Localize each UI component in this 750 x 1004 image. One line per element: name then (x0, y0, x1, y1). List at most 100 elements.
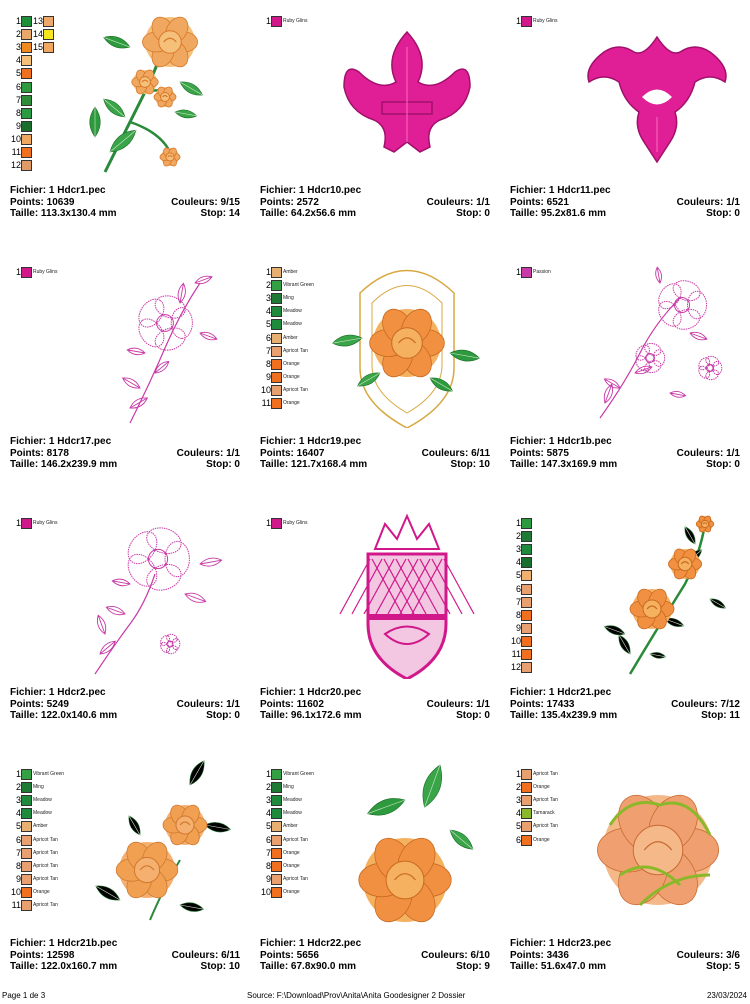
swatch-thread-name: Apricot Tan (33, 875, 58, 882)
color-count: Couleurs: 6/11 (421, 447, 490, 459)
color-count: Couleurs: 1/1 (676, 196, 740, 208)
swatch-color (21, 821, 32, 833)
swatch-index: 6 (15, 834, 21, 845)
swatch-index: 9 (265, 371, 271, 382)
file-name: Fichier: 1 Hdcr1.pec (10, 185, 106, 196)
swatch-color (271, 808, 282, 820)
swatch-thread-name: Ruby Glins (283, 520, 308, 526)
swatch-color (271, 345, 282, 357)
swatch-color (271, 332, 282, 344)
swatch-index: 11 (261, 398, 271, 408)
swatch-color (21, 873, 32, 885)
swatch-color (271, 371, 282, 383)
swatch-thread-name: Amber (33, 823, 48, 830)
swatch-color (271, 782, 282, 794)
stitch-points: Points: 5249 (10, 698, 69, 710)
design-card: 1 Ruby Glins Fichier: 1 Hdcr11.pec Points: … (500, 0, 750, 251)
file-name: Fichier: 1 Hdcr21b.pec (10, 938, 118, 949)
swatch-index: 5 (265, 821, 271, 832)
swatch-index: 10 (511, 635, 522, 646)
swatch-color (21, 808, 32, 820)
swatch-thread-name: Ruby Glins (33, 520, 58, 526)
swatch-thread-name: Ming (283, 784, 294, 791)
design-card: 1 Ruby Glins Fichier: 1 Hdcr20.pec Points: … (250, 502, 500, 753)
file-name: Fichier: 1 Hdcr21.pec (510, 687, 612, 698)
page-number: Page 1 de 3 (2, 991, 46, 1000)
swatch-index: 6 (15, 81, 21, 92)
swatch-color (521, 267, 532, 278)
swatch-thread-name: Ruby Glins (283, 18, 308, 24)
swatch-index: 10 (261, 384, 272, 395)
swatch-color (521, 544, 532, 556)
swatch-color (271, 886, 282, 898)
swatch-color (521, 583, 532, 595)
swatch-color (21, 42, 32, 54)
embroidery-preview (94, 527, 223, 675)
design-card: 1 Amber 2 Vibrant Green 3 Ming 4 Meadow 5 Meadow 6… (250, 251, 500, 502)
swatch-color (21, 68, 32, 80)
design-size: Taille: 135.4x239.9 mm (510, 710, 618, 721)
design-card: 1 Ruby Glins Fichier: 1 Hdcr10.pec Points: … (250, 0, 500, 251)
swatch-index: 1 (515, 518, 521, 528)
swatch-index: 4 (515, 557, 521, 568)
swatch-color (521, 649, 532, 660)
stop-count: Stop: 0 (706, 459, 740, 470)
swatch-color (271, 306, 282, 318)
swatch-index: 7 (265, 345, 271, 356)
swatch-index: 6 (265, 332, 271, 343)
swatch-index: 6 (265, 834, 271, 845)
embroidery-preview (121, 275, 218, 424)
swatch-thread-name: Vibrant Green (33, 771, 65, 777)
swatch-index: 10 (11, 133, 22, 144)
swatch-color (521, 557, 532, 569)
stop-count: Stop: 0 (206, 459, 240, 470)
stitch-points: Points: 5875 (510, 447, 569, 459)
swatch-index: 2 (515, 531, 521, 542)
swatch-index: 11 (511, 649, 521, 659)
swatch-color (21, 29, 32, 41)
embroidery-preview (358, 764, 474, 923)
design-size: Taille: 67.8x90.0 mm (260, 961, 356, 972)
swatch-index: 6 (515, 583, 521, 594)
embroidery-preview (599, 266, 723, 419)
swatch-index: 1 (15, 769, 21, 779)
swatch-thread-name: Meadow (283, 308, 302, 315)
color-count: Couleurs: 3/6 (676, 949, 740, 961)
stop-count: Stop: 10 (450, 459, 490, 470)
swatch-index: 8 (515, 609, 521, 620)
swatch-color (521, 596, 532, 608)
swatch-color (271, 319, 282, 331)
swatch-thread-name: Apricot Tan (283, 386, 308, 393)
swatch-index: 3 (515, 795, 521, 806)
swatch-index: 2 (15, 29, 21, 40)
swatch-thread-name: Amber (283, 823, 298, 830)
swatch-color (521, 834, 532, 846)
swatch-index: 1 (265, 16, 271, 26)
swatch-thread-name: Orange (533, 784, 550, 791)
swatch-color (271, 795, 282, 807)
swatch-index: 4 (515, 808, 521, 819)
design-card: 1 Ruby Glins Fichier: 1 Hdcr17.pec Points: … (0, 251, 250, 502)
swatch-thread-name: Orange (283, 888, 300, 895)
source-path: Source: F:\Download\Prov\Anita\Anita Goo… (247, 991, 466, 1000)
color-count: Couleurs: 7/12 (671, 698, 740, 710)
swatch-index: 9 (515, 622, 521, 633)
stitch-points: Points: 6521 (510, 196, 569, 208)
swatch-index: 2 (265, 280, 271, 291)
swatch-thread-name: Vibrant Green (283, 282, 315, 289)
swatch-index: 7 (265, 847, 271, 858)
swatch-thread-name: Vibrant Green (283, 771, 315, 777)
swatch-index: 7 (15, 847, 21, 858)
design-size: Taille: 64.2x56.6 mm (260, 208, 356, 219)
swatch-color (271, 384, 282, 396)
design-card: 1 Ruby Glins Fichier: 1 Hdcr2.pec Points: 5… (0, 502, 250, 753)
swatch-index: 4 (265, 306, 271, 317)
print-date: 23/03/2024 (706, 991, 747, 1000)
swatch-color (271, 873, 282, 885)
swatch-index: 2 (265, 782, 271, 793)
swatch-index: 1 (515, 16, 521, 26)
swatch-index: 15 (33, 42, 44, 53)
stitch-points: Points: 12598 (10, 949, 75, 961)
swatch-color (21, 782, 32, 794)
file-name: Fichier: 1 Hdcr17.pec (10, 436, 112, 447)
